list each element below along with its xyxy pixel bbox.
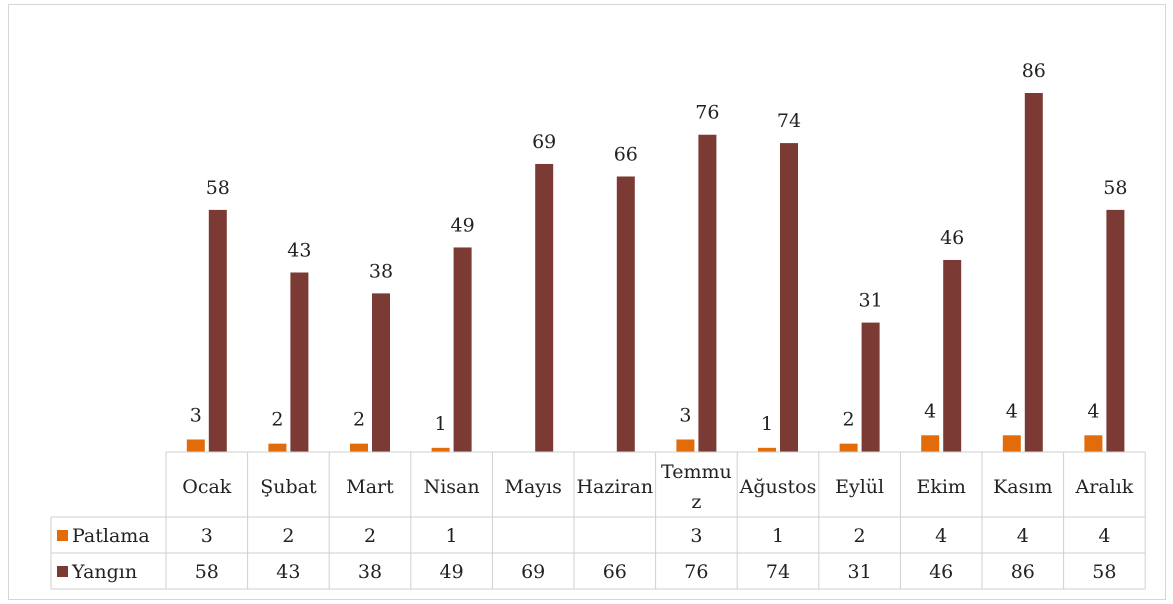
data-label-yangin-kasim: 86 [1022,60,1046,82]
legend-swatch-yangin [57,566,68,577]
data-label-yangin-eylul: 31 [859,290,883,312]
table-cell-patlama-ocak: 3 [201,525,213,547]
data-labels-layer: 3 58 2 43 2 38 1 49 69 66 3 76 1 74 2 31 4 46 4 86 4 58 [190,60,1128,435]
table-cell-yangin-kasim: 86 [1011,561,1035,583]
data-label-yangin-haziran: 66 [614,143,638,165]
chart-frame: 3 58 2 43 2 38 1 49 69 66 3 76 1 74 2 31 4 46 4 86 4 58 Ocak Ş… [8,4,1166,600]
data-label-yangin-ocak: 58 [206,177,230,199]
bar-yangin-temmuz [698,134,717,452]
bar-patlama-subat [268,443,287,452]
bars-layer [186,93,1125,452]
data-label-yangin-agustos: 74 [777,110,801,132]
table-cell-yangin-temmuz: 76 [684,561,708,583]
data-label-yangin-temmuz: 76 [695,102,719,124]
bar-yangin-aralik [1106,209,1125,452]
data-label-patlama-kasim: 4 [1006,400,1018,422]
data-label-patlama-agustos: 1 [761,413,773,435]
bar-patlama-agustos [758,447,776,452]
table-cell-yangin-nisan: 49 [440,561,464,583]
bar-yangin-subat [290,272,309,452]
table-cell-patlama-ekim: 4 [935,525,947,547]
bar-patlama-mart [350,443,368,452]
legend-label-patlama: Patlama [72,525,150,547]
table-cell-yangin-agustos: 74 [766,561,790,583]
category-label-nisan: Nisan [424,476,480,498]
data-label-yangin-aralik: 58 [1103,177,1127,199]
bar-yangin-eylul [861,322,880,452]
table-cell-yangin-ocak: 58 [195,561,219,583]
bar-patlama-aralik [1084,435,1103,452]
category-label-ocak: Ocak [182,476,232,498]
data-label-yangin-subat: 43 [287,240,311,262]
table-cell-yangin-eylul: 31 [848,561,872,583]
category-label-mart: Mart [346,476,394,498]
table-cell-patlama-temmuz: 3 [690,525,702,547]
category-label-kasim: Kasım [993,476,1052,498]
bar-yangin-ocak [208,209,227,452]
bar-patlama-ekim [921,435,940,452]
table-cell-yangin-aralik: 58 [1092,561,1116,583]
bar-patlama-ocak [186,439,205,452]
bar-yangin-agustos [780,143,798,452]
table-cell-patlama-agustos: 1 [772,525,784,547]
data-label-patlama-aralik: 4 [1087,400,1099,422]
data-label-yangin-mart: 38 [369,260,393,282]
bar-yangin-ekim [943,259,962,452]
table-cell-patlama-eylul: 2 [854,525,866,547]
bar-yangin-kasim [1024,93,1043,452]
legend-swatch-patlama [57,530,68,541]
category-label-temmuz: Temmu [661,461,732,483]
table-cell-patlama-subat: 2 [282,525,294,547]
legend-label-yangin: Yangın [71,561,137,583]
data-label-patlama-ekim: 4 [924,400,936,422]
data-label-patlama-mart: 2 [353,409,365,431]
data-table: Ocak Şubat Mart Nisan Mayıs Haziran Temmu z Ağus… [50,451,1146,590]
data-label-yangin-ekim: 46 [940,227,964,249]
bar-patlama-nisan [431,447,450,452]
table-cell-yangin-ekim: 46 [929,561,953,583]
data-label-yangin-nisan: 49 [451,214,475,236]
bar-yangin-mart [372,293,390,452]
category-label-temmuz: z [691,491,701,513]
category-label-ekim: Ekim [916,476,965,498]
data-label-yangin-mayis: 69 [532,131,556,153]
table-cell-yangin-mart: 38 [358,561,382,583]
bar-yangin-haziran [616,176,635,452]
category-label-eylul: Eylül [835,476,884,498]
table-cell-yangin-mayis: 69 [521,561,545,583]
data-label-patlama-eylul: 2 [843,409,855,431]
bar-yangin-mayis [535,163,554,452]
category-label-aralik: Aralık [1074,476,1133,498]
table-cell-yangin-haziran: 66 [603,561,627,583]
table-cell-patlama-nisan: 1 [446,525,458,547]
data-label-patlama-ocak: 3 [190,404,202,426]
bar-patlama-eylul [839,443,858,452]
table-cell-yangin-subat: 43 [276,561,300,583]
data-label-patlama-subat: 2 [271,409,283,431]
table-cell-patlama-kasim: 4 [1017,525,1029,547]
category-label-agustos: Ağustos [739,476,817,498]
table-cell-patlama-mart: 2 [364,525,376,547]
bar-patlama-temmuz [676,439,695,452]
table-cell-patlama-aralik: 4 [1098,525,1110,547]
category-label-mayis: Mayıs [505,476,562,498]
data-label-patlama-temmuz: 3 [679,404,691,426]
category-label-haziran: Haziran [576,476,653,498]
bar-yangin-nisan [453,247,472,452]
category-label-subat: Şubat [260,476,317,498]
data-label-patlama-nisan: 1 [435,413,447,435]
bar-patlama-kasim [1002,435,1021,452]
